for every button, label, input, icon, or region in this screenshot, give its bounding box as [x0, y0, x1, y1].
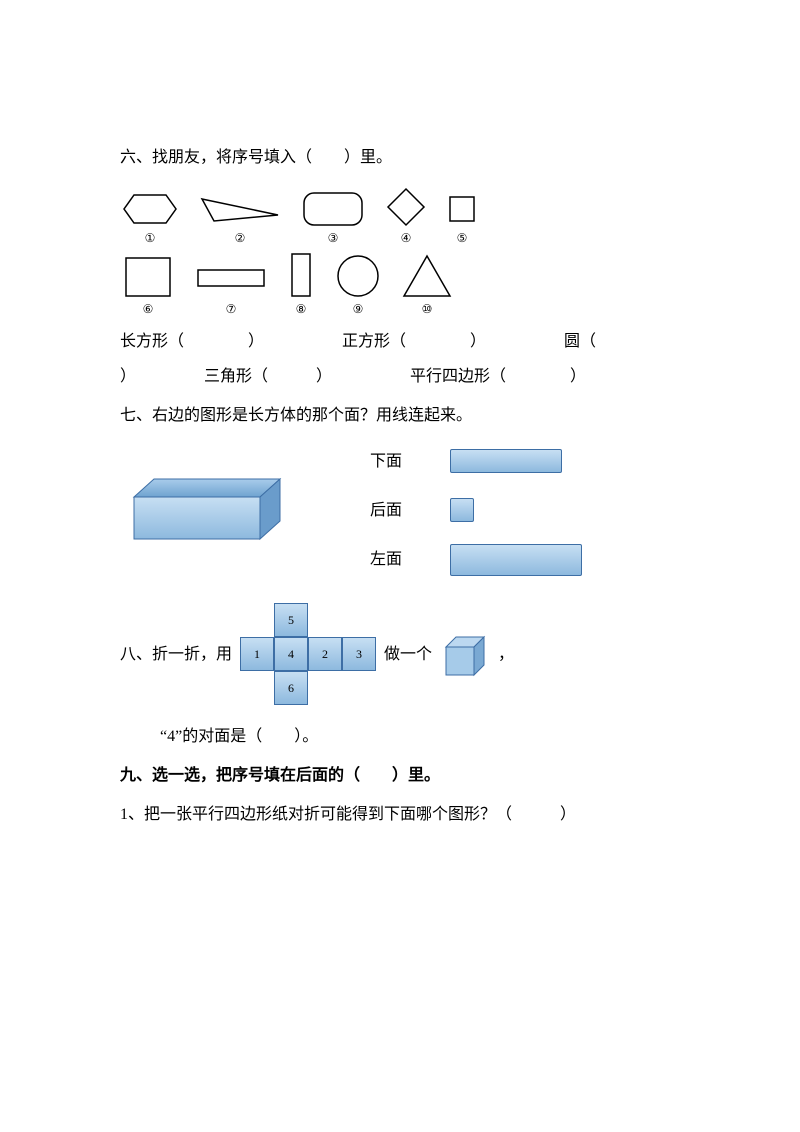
face-row-back: 后面 [370, 493, 582, 528]
shape-square: ⑥ [120, 254, 176, 316]
shape-label: ③ [328, 231, 339, 245]
shape-label: ⑥ [143, 302, 154, 316]
small-square-icon [446, 189, 478, 229]
q8-answer: “4”的对面是（ ）。 [160, 719, 680, 754]
q6-title: 六、找朋友，将序号填入（ ）里。 [120, 140, 680, 175]
rounded-rect-icon [300, 189, 366, 229]
face-label: 下面 [370, 444, 420, 479]
q8-mid: 做一个 [384, 637, 432, 672]
shape-wide-rect: ⑦ [194, 254, 268, 316]
face-label: 左面 [370, 542, 420, 577]
circle-icon [334, 252, 382, 300]
face-rect-small [450, 498, 474, 522]
shape-triangle-slim: ② [198, 189, 282, 245]
face-rect-wide [450, 449, 562, 473]
shape-small-square: ⑤ [446, 189, 478, 245]
shape-diamond: ④ [384, 185, 428, 245]
tall-rect-icon [286, 250, 316, 300]
fill-circle: 圆（ [564, 333, 596, 350]
shape-label: ① [145, 231, 156, 245]
fill-square: 正方形（ ） [342, 333, 486, 350]
face-row-left: 左面 [370, 542, 582, 577]
shape-label: ⑨ [353, 302, 364, 316]
q8-body: 八、折一折，用 5 1 4 2 3 6 做一个 ， [120, 603, 680, 705]
q6-shapes-row2: ⑥ ⑦ ⑧ ⑨ ⑩ [120, 250, 680, 316]
q7-face-list: 下面 后面 左面 [370, 444, 582, 578]
net-cell-6: 6 [274, 671, 308, 705]
worksheet-page: 六、找朋友，将序号填入（ ）里。 ① ② ③ ④ [0, 0, 800, 877]
shape-label: ⑤ [457, 231, 468, 245]
square-icon [120, 254, 176, 300]
fill-rect: 长方形（ ） [120, 333, 264, 350]
shape-label: ⑩ [422, 302, 433, 316]
cube-net: 5 1 4 2 3 6 [240, 603, 376, 705]
fill-parallelogram: 平行四边形（ ） [410, 368, 586, 385]
shape-rounded-rect: ③ [300, 189, 366, 245]
net-cell-4: 4 [274, 637, 308, 671]
fill-triangle: 三角形（ ） [204, 368, 332, 385]
triangle-icon [198, 189, 282, 229]
shape-label: ④ [401, 231, 412, 245]
fill-close-paren: ） [120, 368, 136, 385]
cuboid-icon [120, 465, 290, 555]
diamond-icon [384, 185, 428, 229]
net-cell-1: 1 [240, 637, 274, 671]
q6-fill-line2: ） 三角形（ ） 平行四边形（ ） [120, 359, 680, 394]
small-cube-icon [438, 627, 492, 681]
shape-circle: ⑨ [334, 252, 382, 316]
q7-title: 七、右边的图形是长方体的那个面？用线连起来。 [120, 398, 680, 433]
triangle-up-icon [400, 252, 454, 300]
face-label: 后面 [370, 493, 420, 528]
q9-title: 九、选一选，把序号填在后面的（ ）里。 [120, 758, 680, 793]
hexagon-icon [120, 189, 180, 229]
wide-rect-icon [194, 254, 268, 300]
q6-fill-line1: 长方形（ ） 正方形（ ） 圆（ [120, 324, 680, 359]
q8-prefix: 八、折一折，用 [120, 637, 232, 672]
face-row-bottom: 下面 [370, 444, 582, 479]
face-rect-big [450, 544, 582, 576]
net-cell-5: 5 [274, 603, 308, 637]
shape-hexagon: ① [120, 189, 180, 245]
q8-suffix: ， [498, 637, 514, 672]
net-cell-3: 3 [342, 637, 376, 671]
shape-triangle: ⑩ [400, 252, 454, 316]
q6-shapes-row1: ① ② ③ ④ ⑤ [120, 185, 680, 245]
q7-body: 下面 后面 左面 [120, 444, 680, 578]
shape-tall-rect: ⑧ [286, 250, 316, 316]
net-cell-2: 2 [308, 637, 342, 671]
shape-label: ⑧ [296, 302, 307, 316]
shape-label: ② [235, 231, 246, 245]
shape-label: ⑦ [226, 302, 237, 316]
q9-item1: 1、把一张平行四边形纸对折可能得到下面哪个图形？（ ） [120, 797, 680, 832]
